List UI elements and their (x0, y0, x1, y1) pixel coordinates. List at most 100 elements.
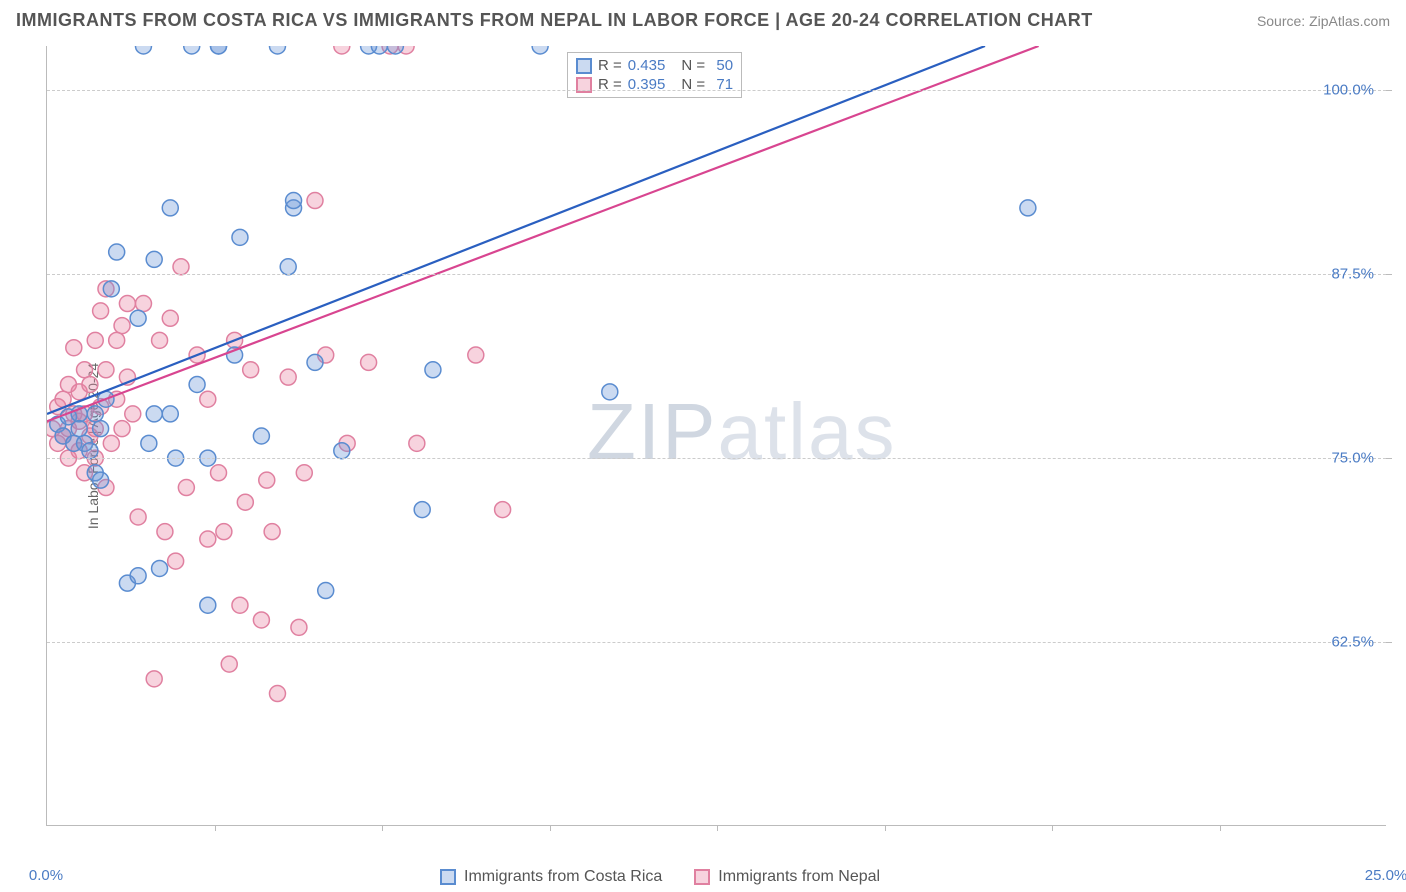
x-tick-label: 25.0% (1365, 867, 1406, 884)
data-point (87, 406, 103, 422)
data-point (114, 421, 130, 437)
x-tick-mark (382, 825, 383, 831)
data-point (125, 406, 141, 422)
data-point (103, 435, 119, 451)
chart-header: IMMIGRANTS FROM COSTA RICA VS IMMIGRANTS… (16, 10, 1390, 31)
data-point (221, 656, 237, 672)
data-point (409, 435, 425, 451)
data-point (119, 296, 135, 312)
data-point (286, 193, 302, 209)
x-tick-mark (1052, 825, 1053, 831)
data-point (200, 391, 216, 407)
data-point (259, 472, 275, 488)
y-tick-label: 75.0% (1331, 450, 1374, 467)
data-point (109, 332, 125, 348)
data-point (253, 612, 269, 628)
x-tick-mark (215, 825, 216, 831)
data-point (146, 406, 162, 422)
legend-entry-costa-rica: Immigrants from Costa Rica (440, 868, 662, 886)
swatch-nepal-bottom (694, 869, 710, 885)
data-point (93, 421, 109, 437)
legend-stats-row-costa-rica: R = 0.435 N = 50 (576, 56, 733, 75)
data-point (189, 376, 205, 392)
data-point (495, 502, 511, 518)
x-tick-mark (550, 825, 551, 831)
x-tick-mark (717, 825, 718, 831)
x-tick-label: 0.0% (29, 867, 63, 884)
data-point (291, 619, 307, 635)
data-point (66, 340, 82, 356)
data-point (200, 597, 216, 613)
data-point (146, 671, 162, 687)
data-point (114, 318, 130, 334)
legend-label-nepal: Immigrants from Nepal (718, 868, 880, 886)
data-point (318, 583, 334, 599)
data-point (296, 465, 312, 481)
data-point (93, 472, 109, 488)
plot-area: ZIPatlas R = 0.435 N = 50 R = 0.395 N = … (46, 46, 1386, 826)
data-point (82, 376, 98, 392)
data-point (184, 46, 200, 54)
data-point (71, 421, 87, 437)
data-point (168, 553, 184, 569)
data-point (361, 354, 377, 370)
legend-stats-row-nepal: R = 0.395 N = 71 (576, 75, 733, 94)
swatch-costa-rica (576, 58, 592, 74)
data-point (216, 524, 232, 540)
data-point (87, 332, 103, 348)
data-point (130, 310, 146, 326)
data-point (269, 686, 285, 702)
data-point (280, 259, 296, 275)
data-point (173, 259, 189, 275)
data-point (200, 531, 216, 547)
x-tick-mark (885, 825, 886, 831)
swatch-costa-rica-bottom (440, 869, 456, 885)
data-point (264, 524, 280, 540)
legend-entry-nepal: Immigrants from Nepal (694, 868, 880, 886)
data-point (232, 229, 248, 245)
chart-title: IMMIGRANTS FROM COSTA RICA VS IMMIGRANTS… (16, 10, 1093, 31)
y-tick-label: 100.0% (1323, 82, 1374, 99)
data-point (130, 568, 146, 584)
data-point (152, 332, 168, 348)
data-point (93, 303, 109, 319)
data-point (135, 296, 151, 312)
data-point (211, 465, 227, 481)
data-point (253, 428, 269, 444)
data-point (178, 480, 194, 496)
legend-series: Immigrants from Costa Rica Immigrants fr… (440, 868, 880, 886)
data-point (334, 46, 350, 54)
data-point (237, 494, 253, 510)
data-point (307, 193, 323, 209)
data-point (425, 362, 441, 378)
chart-svg (47, 46, 1387, 826)
n-value-costa-rica: 50 (711, 57, 733, 74)
y-tick-label: 62.5% (1331, 634, 1374, 651)
data-point (77, 362, 93, 378)
data-point (414, 502, 430, 518)
gridline-h (47, 274, 1386, 275)
data-point (211, 46, 227, 54)
data-point (146, 251, 162, 267)
x-tick-mark (1220, 825, 1221, 831)
data-point (135, 46, 151, 54)
data-point (82, 443, 98, 459)
data-point (1020, 200, 1036, 216)
legend-label-costa-rica: Immigrants from Costa Rica (464, 868, 662, 886)
trend-line (47, 46, 985, 414)
data-point (307, 354, 323, 370)
trend-line (47, 46, 1039, 421)
chart-source: Source: ZipAtlas.com (1257, 13, 1390, 29)
data-point (98, 362, 114, 378)
y-tick-label: 87.5% (1331, 266, 1374, 283)
data-point (103, 281, 119, 297)
data-point (162, 406, 178, 422)
data-point (162, 310, 178, 326)
data-point (280, 369, 296, 385)
data-point (130, 509, 146, 525)
data-point (157, 524, 173, 540)
data-point (243, 362, 259, 378)
gridline-h (47, 458, 1386, 459)
data-point (269, 46, 285, 54)
data-point (162, 200, 178, 216)
